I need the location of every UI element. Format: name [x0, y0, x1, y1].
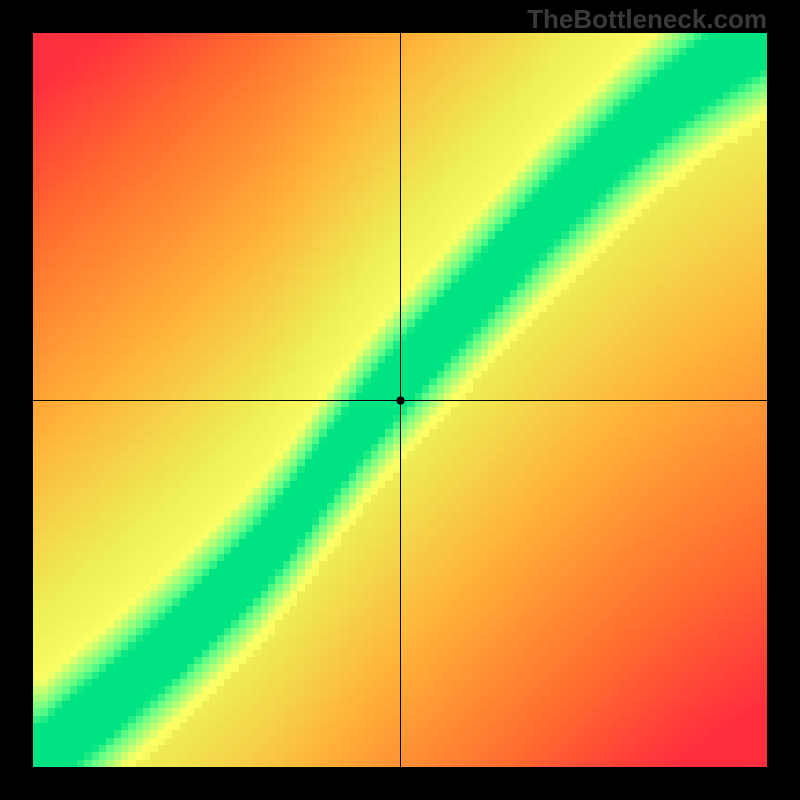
bottleneck-heatmap: [33, 33, 767, 767]
watermark-text: TheBottleneck.com: [527, 4, 767, 35]
